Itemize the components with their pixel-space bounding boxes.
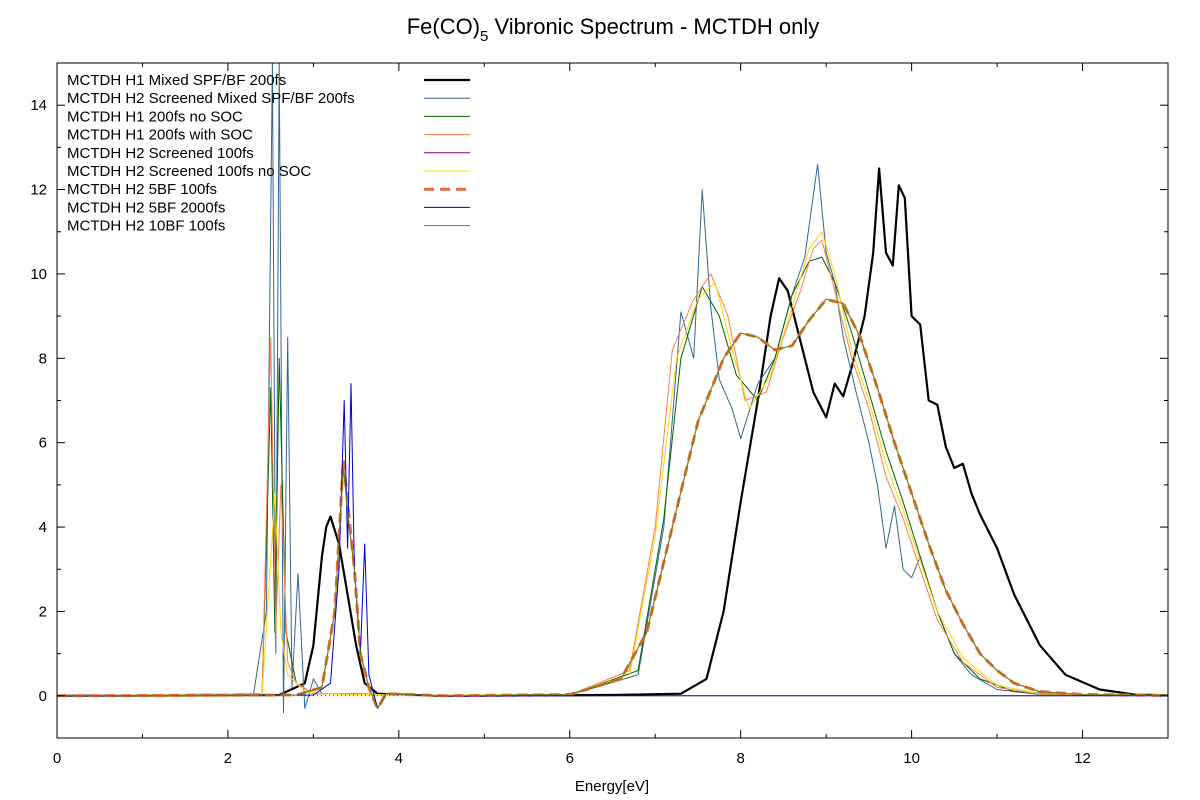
series-line-9 <box>57 298 1168 709</box>
series-line-7 <box>57 297 1168 710</box>
series-group <box>57 63 1168 714</box>
x-tick-label: 2 <box>224 750 232 767</box>
x-tick-label: 10 <box>903 750 920 767</box>
series-line-4 <box>57 239 1168 697</box>
series-line-1 <box>57 167 1168 697</box>
y-tick-label: 8 <box>39 350 47 367</box>
y-tick-label: 12 <box>30 182 47 199</box>
y-tick-label: 6 <box>39 435 47 452</box>
legend-label-1: MCTDH H1 Mixed SPF/BF 200fs <box>67 72 286 89</box>
chart-title-main: Fe(CO) <box>407 14 480 39</box>
chart-title-subscript: 5 <box>480 28 488 45</box>
legend-label-2: MCTDH H2 Screened Mixed SPF/BF 200fs <box>67 90 355 107</box>
x-axis-title: Energy[eV] <box>575 778 649 795</box>
y-tick-label: 10 <box>30 266 47 283</box>
series-line-2 <box>57 63 1168 714</box>
series-layer <box>57 63 1168 714</box>
legend-label-5: MCTDH H2 Screened 100fs <box>67 145 254 162</box>
x-tick-label: 4 <box>395 750 403 767</box>
x-tick-label: 6 <box>566 750 574 767</box>
series-line-5 <box>57 298 1168 709</box>
legend-label-7: MCTDH H2 5BF 100fs <box>67 181 217 198</box>
legend-label-3: MCTDH H1 200fs no SOC <box>67 108 243 125</box>
legend-label-4: MCTDH H1 200fs with SOC <box>67 127 253 144</box>
series-line-3 <box>57 256 1168 697</box>
chart-title: Fe(CO)5 Vibronic Spectrum - MCTDH only <box>407 14 820 45</box>
series-line-6 <box>57 231 1168 697</box>
y-tick-label: 2 <box>39 603 47 620</box>
y-tick-label: 14 <box>30 97 47 114</box>
x-tick-label: 8 <box>737 750 745 767</box>
legend-label-6: MCTDH H2 Screened 100fs no SOC <box>67 163 311 180</box>
chart-title-suffix: Vibronic Spectrum - MCTDH only <box>488 14 819 39</box>
legend-label-9: MCTDH H2 10BF 100fs <box>67 218 225 235</box>
axis-ticks: 0 2 4 6 8 10 12 0 2 4 6 8 10 12 14 <box>30 63 1168 767</box>
series-line-8 <box>57 383 1168 709</box>
legend-label-8: MCTDH H2 5BF 2000fs <box>67 199 225 216</box>
x-tick-label: 12 <box>1074 750 1091 767</box>
x-tick-label: 0 <box>53 750 61 767</box>
y-tick-label: 0 <box>39 688 47 705</box>
y-tick-label: 4 <box>39 519 47 536</box>
